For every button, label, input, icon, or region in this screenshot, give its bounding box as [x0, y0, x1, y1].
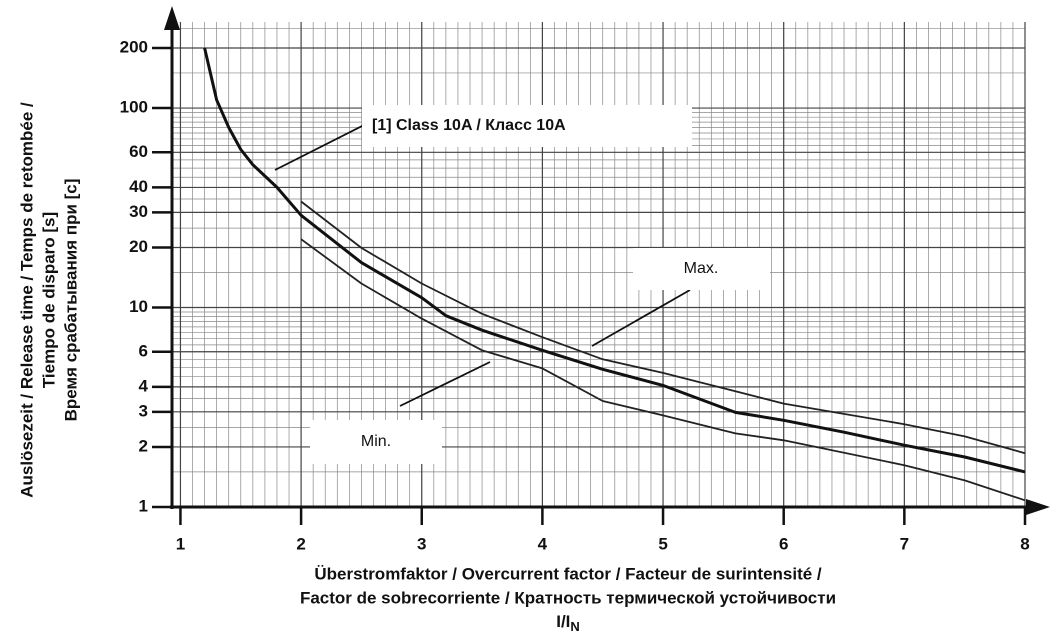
series-line: [300, 200, 1026, 455]
y-tick-label: 100: [120, 98, 148, 117]
series-label: [1] Class 10A / Класс 10A: [372, 117, 566, 134]
x-tick-label: 6: [779, 534, 788, 553]
x-tick-label: 5: [658, 534, 667, 553]
series-label: Min.: [361, 433, 391, 450]
y-tick-label: 3: [139, 401, 148, 420]
x-tick-label: 7: [900, 534, 909, 553]
x-tick-label: 4: [538, 534, 548, 553]
x-axis-label-main: I/I: [556, 612, 570, 631]
leader-line: [399, 361, 491, 407]
y-tick-label: 2: [139, 436, 148, 455]
x-tick-label: 1: [176, 534, 185, 553]
x-axis-label: Factor de sobrecorriente / Кратность тер…: [300, 588, 836, 607]
series-line: [300, 238, 1026, 502]
label-box: [633, 248, 770, 290]
y-tick-label: 10: [129, 297, 148, 316]
leader-line: [591, 289, 691, 347]
y-tick-label: 1: [139, 496, 148, 515]
y-axis-label: Auslösezeit / Release time / Temps de re…: [17, 102, 36, 498]
series-label: Max.: [684, 260, 719, 277]
y-tick-label: 6: [139, 341, 148, 360]
y-axis-label: Время срабатывания при [c]: [61, 179, 80, 422]
x-tick-label: 8: [1020, 534, 1029, 553]
leader-line: [274, 121, 371, 171]
y-tick-label: 4: [139, 376, 149, 395]
y-tick-label: 30: [129, 202, 148, 221]
x-tick-label: 2: [296, 534, 305, 553]
y-tick-label: 40: [129, 177, 148, 196]
x-tick-label: 3: [417, 534, 426, 553]
label-box: [362, 105, 692, 147]
y-tick-label: 200: [120, 37, 148, 56]
y-tick-label: 20: [129, 237, 148, 256]
x-axis-label-sub: N: [570, 619, 579, 634]
x-axis-arrow: [1026, 499, 1050, 515]
x-axis-label: Überstromfaktor / Overcurrent factor / F…: [314, 564, 822, 583]
y-axis-arrow: [164, 6, 180, 30]
label-box: [310, 420, 442, 464]
series-line: [203, 47, 1026, 474]
y-tick-label: 60: [129, 142, 148, 161]
y-axis-label: Tiempo de disparo [s]: [39, 212, 58, 388]
x-axis-label: I/IN: [556, 612, 580, 634]
